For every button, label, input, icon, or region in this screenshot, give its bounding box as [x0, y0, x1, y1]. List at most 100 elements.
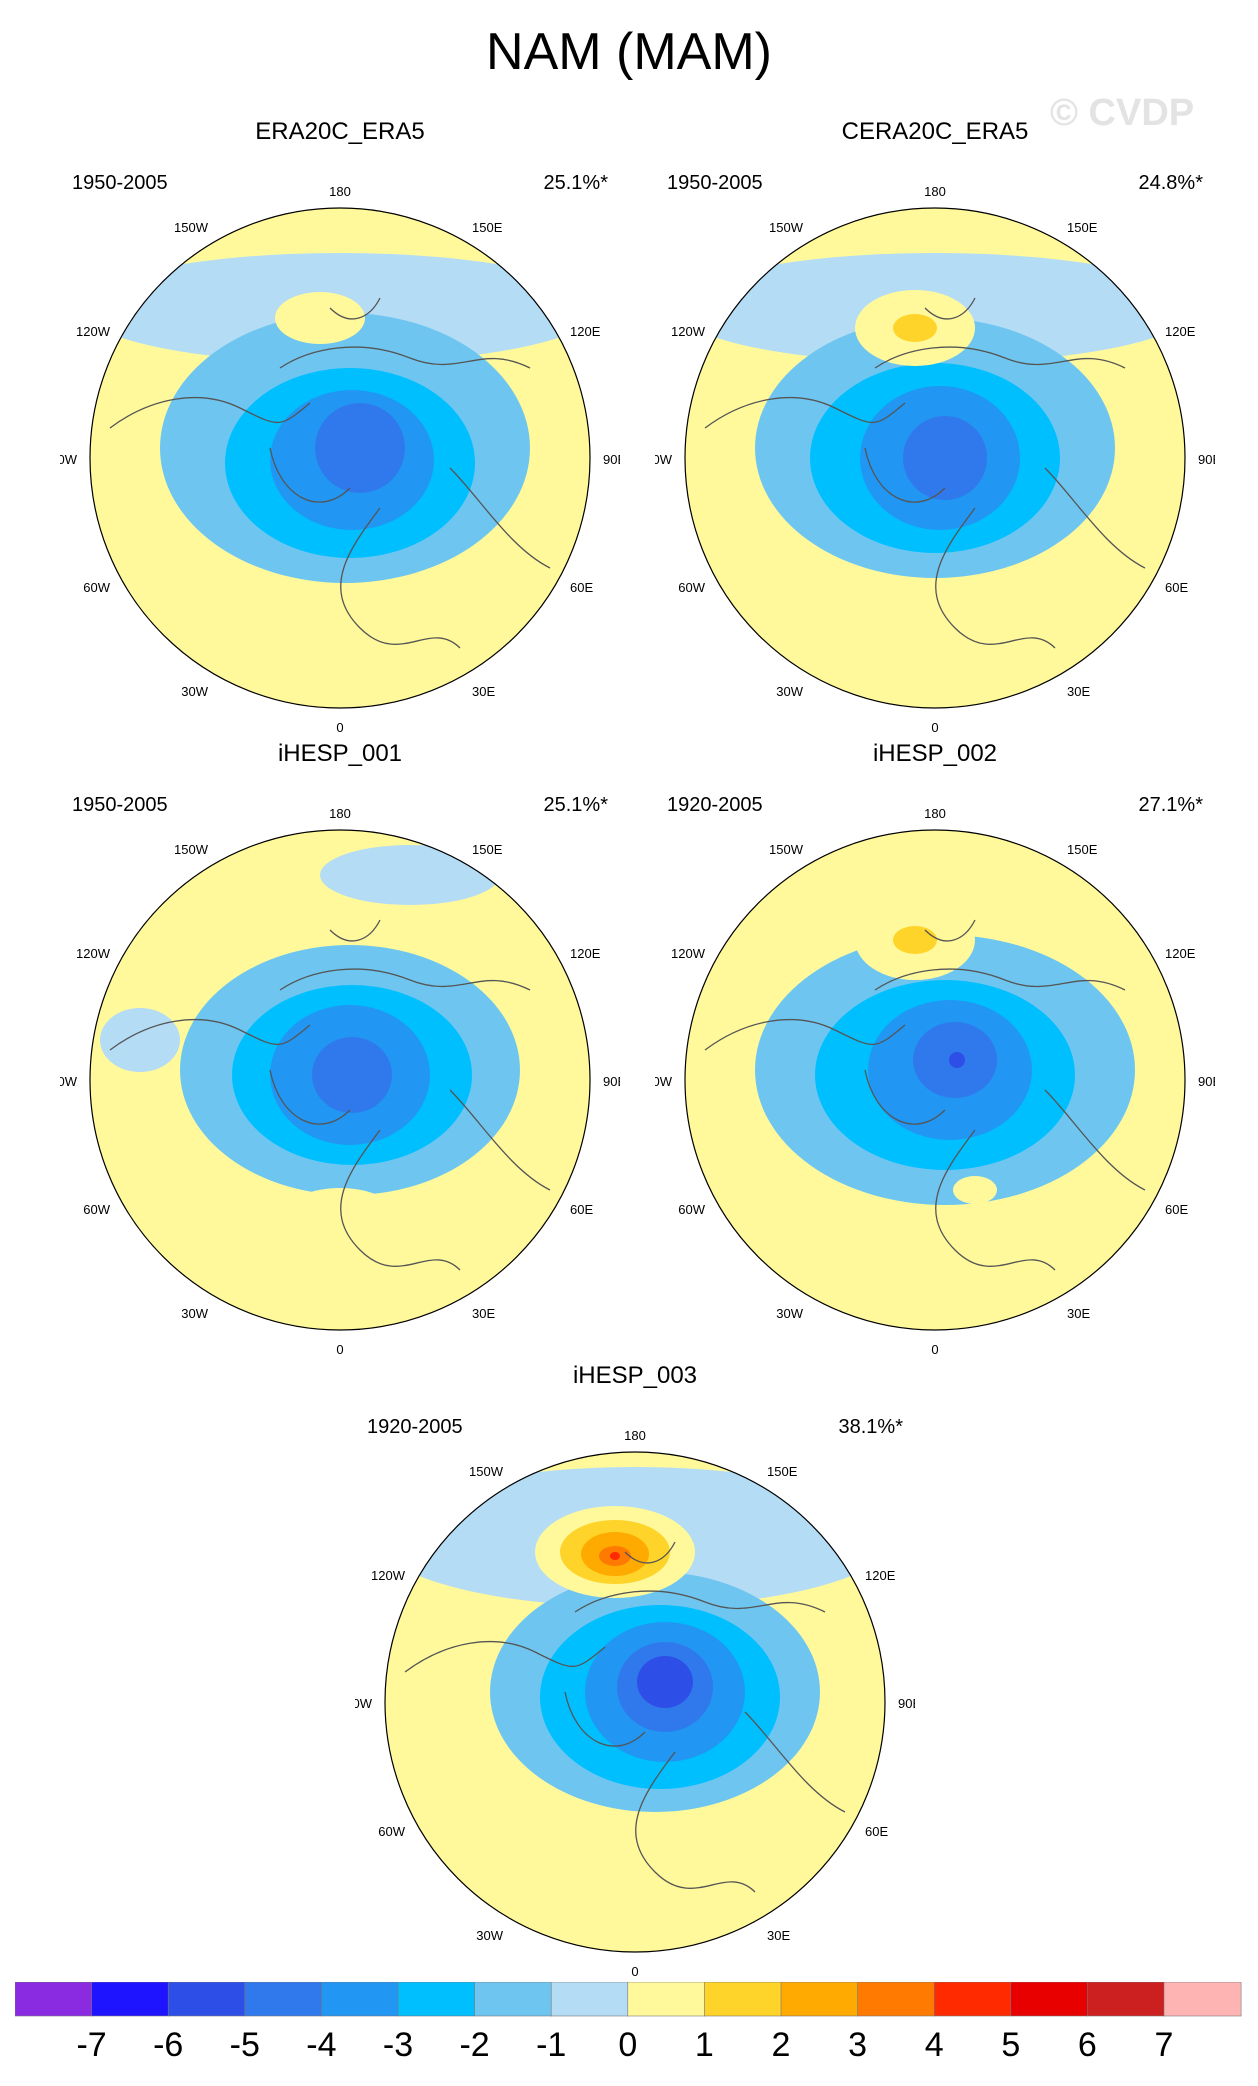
- colorbar-tick-label: -6: [153, 2026, 184, 2064]
- polar-map: 180 150W 150E 120W 120E 90W 90E 60W 60E 30W 30E 0: [60, 184, 620, 735]
- panel-title: iHESP_003: [572, 1362, 698, 1389]
- lon-label-l150w: 150W: [174, 842, 209, 857]
- panel-variance-percent: 25.1%*: [543, 794, 609, 816]
- colorbar-swatch: [1010, 1981, 1089, 2017]
- colorbar-swatch: [91, 1981, 169, 2017]
- lon-label-l90w: 90W: [60, 1074, 78, 1089]
- anomaly-contour: [953, 1176, 997, 1204]
- anomaly-contour: [315, 403, 405, 493]
- lon-label-l120w: 120W: [76, 946, 111, 961]
- lon-label-l90e: 90E: [603, 1074, 620, 1089]
- lon-label-l90e: 90E: [898, 1696, 915, 1711]
- lon-label-l150w: 150W: [174, 220, 209, 235]
- lon-label-l30e: 30E: [1067, 1306, 1090, 1321]
- coastlines: [704, 297, 1146, 649]
- colorbar: [14, 1981, 1243, 2023]
- colorbar-swatch: [1087, 1981, 1165, 2017]
- anomaly-contour: [162, 560, 278, 652]
- lon-label-l120e: 120E: [865, 1568, 896, 1583]
- lon-label-l120e: 120E: [570, 324, 601, 339]
- anomaly-contour: [312, 1037, 392, 1113]
- lon-label-l90w: 90W: [655, 452, 673, 467]
- lon-label-l120w: 120W: [671, 946, 706, 961]
- lon-label-l180: 180: [924, 806, 946, 821]
- colorbar-swatch: [550, 1981, 629, 2017]
- polar-map: 180 150W 150E 120W 120E 90W 90E 60W 60E 30W 30E 0: [355, 1428, 915, 1979]
- map-boundary: [684, 207, 1186, 709]
- panel-years: 1920-2005: [367, 1416, 463, 1438]
- colorbar-tick-label: 2: [771, 2026, 791, 2064]
- colorbar-tick-label: -3: [382, 2026, 414, 2064]
- panel-variance-percent: 25.1%*: [543, 172, 609, 194]
- anomaly-contour: [637, 1656, 693, 1708]
- lon-label-l0: 0: [931, 1342, 938, 1357]
- colorbar-tick-label: -5: [229, 2026, 260, 2064]
- lon-label-l30w: 30W: [181, 1306, 208, 1321]
- colorbar-swatch: [321, 1981, 399, 2017]
- lon-label-l120w: 120W: [671, 324, 706, 339]
- colorbar-tick-label: 5: [1001, 2026, 1021, 2064]
- panel-title: ERA20C_ERA5: [255, 118, 425, 145]
- lon-label-l0: 0: [336, 1342, 343, 1357]
- anomaly-contour: [757, 562, 873, 654]
- lon-label-l60w: 60W: [678, 580, 705, 595]
- map-panel: iHESP_003 1920-2005 38.1%* 180 150W 150E 12…: [355, 1362, 915, 1979]
- cvdp-watermark: © CVDP: [1050, 92, 1195, 134]
- colorbar-tick-label: 0: [618, 2026, 638, 2064]
- colorbar-swatch: [14, 1981, 93, 2017]
- colorbar-tick-label: 7: [1154, 2026, 1174, 2064]
- panel-years: 1920-2005: [667, 794, 763, 816]
- colorbar-tick-label: -4: [306, 2026, 337, 2064]
- lon-label-l30e: 30E: [767, 1928, 790, 1943]
- panel-title: iHESP_002: [872, 740, 998, 767]
- lon-label-l150e: 150E: [1067, 220, 1098, 235]
- polar-map: 180 150W 150E 120W 120E 90W 90E 60W 60E 30W 30E 0: [655, 184, 1215, 735]
- lon-label-l60e: 60E: [570, 580, 593, 595]
- colorbar-tick-label: -7: [76, 2026, 107, 2064]
- anomaly-contour: [597, 1844, 633, 1860]
- lon-label-l150e: 150E: [472, 220, 503, 235]
- map-panel: iHESP_001 1950-2005 25.1%* 180 150W 150E 12…: [60, 740, 620, 1357]
- lon-label-l60e: 60E: [570, 1202, 593, 1217]
- lon-label-l150w: 150W: [469, 1464, 504, 1479]
- lon-label-l30w: 30W: [776, 1306, 803, 1321]
- lon-label-l30e: 30E: [1067, 684, 1090, 699]
- anomaly-contour: [610, 1552, 620, 1560]
- lon-label-l90w: 90W: [355, 1696, 373, 1711]
- lon-label-l60e: 60E: [1165, 580, 1188, 595]
- lon-label-l90w: 90W: [655, 1074, 673, 1089]
- lon-label-l60w: 60W: [83, 1202, 110, 1217]
- map-panel: iHESP_002 1920-2005 27.1%* 180 150W 150E 12…: [655, 740, 1215, 1357]
- colorbar-tick-label: -1: [536, 2026, 567, 2064]
- map-panel: ERA20C_ERA5 1950-2005 25.1%* 180 150W 150E…: [60, 118, 620, 735]
- lon-label-l180: 180: [924, 184, 946, 199]
- colorbar-swatch: [857, 1981, 935, 2017]
- anomaly-contour: [903, 416, 987, 500]
- colorbar-tick-label: 4: [924, 2026, 944, 2064]
- anomaly-contour: [893, 314, 937, 342]
- colorbar-tick-label: 3: [848, 2026, 868, 2064]
- coastlines: [704, 919, 1146, 1271]
- lon-label-l60w: 60W: [678, 1202, 705, 1217]
- lon-label-l180: 180: [329, 184, 351, 199]
- lon-label-l180: 180: [624, 1428, 646, 1443]
- colorbar-swatch: [244, 1981, 323, 2017]
- colorbar-tick-label: 1: [694, 2026, 714, 2064]
- panel-variance-percent: 24.8%*: [1138, 172, 1204, 194]
- lon-label-l60e: 60E: [865, 1824, 888, 1839]
- lon-label-l0: 0: [336, 720, 343, 735]
- lon-label-l60w: 60W: [378, 1824, 405, 1839]
- colorbar-swatch: [627, 1981, 706, 2017]
- lon-label-l90e: 90E: [1198, 452, 1215, 467]
- anomaly-contour: [320, 845, 500, 905]
- map-boundary: [89, 207, 591, 709]
- lon-label-l0: 0: [631, 1964, 638, 1979]
- colorbar-swatch: [167, 1981, 246, 2017]
- colorbar-swatch: [933, 1981, 1012, 2017]
- lon-label-l150w: 150W: [769, 842, 804, 857]
- lon-label-l150e: 150E: [472, 842, 503, 857]
- lon-label-l0: 0: [931, 720, 938, 735]
- anomaly-contour: [275, 292, 365, 344]
- figure-title: NAM (MAM): [486, 23, 772, 81]
- coastlines: [109, 297, 551, 649]
